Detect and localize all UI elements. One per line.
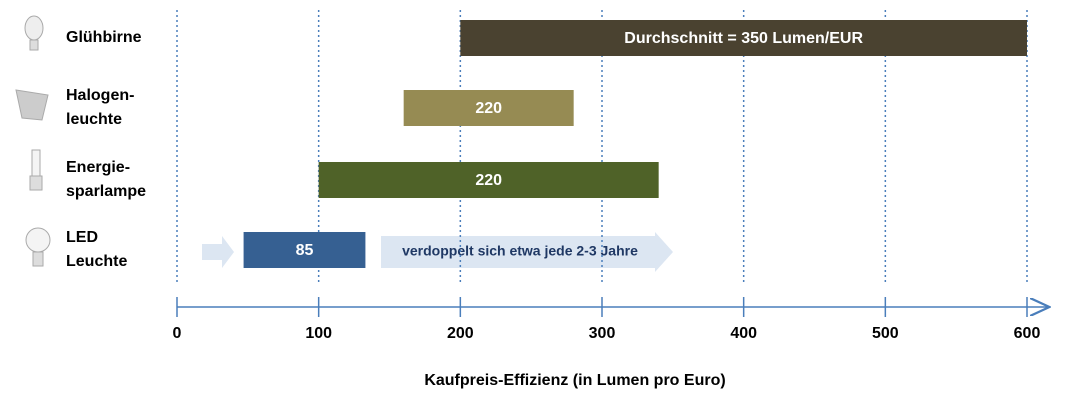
bar bbox=[403, 90, 574, 126]
annotation: verdoppelt sich etwa jede 2-3 Jahre bbox=[402, 243, 638, 259]
x-tick-label: 0 bbox=[173, 325, 182, 342]
category-label: Leuchte bbox=[66, 253, 127, 270]
category-label: Energie- bbox=[66, 159, 130, 176]
bar-label: 85 bbox=[296, 242, 314, 259]
x-tick-label: 100 bbox=[305, 325, 332, 342]
category-label: LED bbox=[66, 229, 98, 246]
bar bbox=[318, 162, 659, 198]
bar bbox=[243, 232, 366, 268]
small-arrow bbox=[202, 236, 234, 268]
bar bbox=[460, 20, 1027, 56]
bulb-icons bbox=[15, 15, 51, 267]
x-tick-label: 500 bbox=[872, 325, 899, 342]
x-axis-title: Kaufpreis-Effizienz (in Lumen pro Euro) bbox=[424, 372, 725, 389]
x-tick-label: 600 bbox=[1014, 325, 1041, 342]
category-label: sparlampe bbox=[66, 183, 146, 200]
x-tick-label: 400 bbox=[730, 325, 757, 342]
x-tick-label: 200 bbox=[447, 325, 474, 342]
category-label: leuchte bbox=[66, 111, 122, 128]
annotation-arrow bbox=[381, 232, 673, 272]
category-label: Halogen- bbox=[66, 87, 134, 104]
bar-label: Durchschnitt = 350 Lumen/EUR bbox=[624, 30, 863, 47]
bar-label: 220 bbox=[475, 172, 502, 189]
x-tick-label: 300 bbox=[589, 325, 616, 342]
category-label: Glühbirne bbox=[66, 29, 142, 46]
bar-label: 220 bbox=[475, 100, 502, 117]
